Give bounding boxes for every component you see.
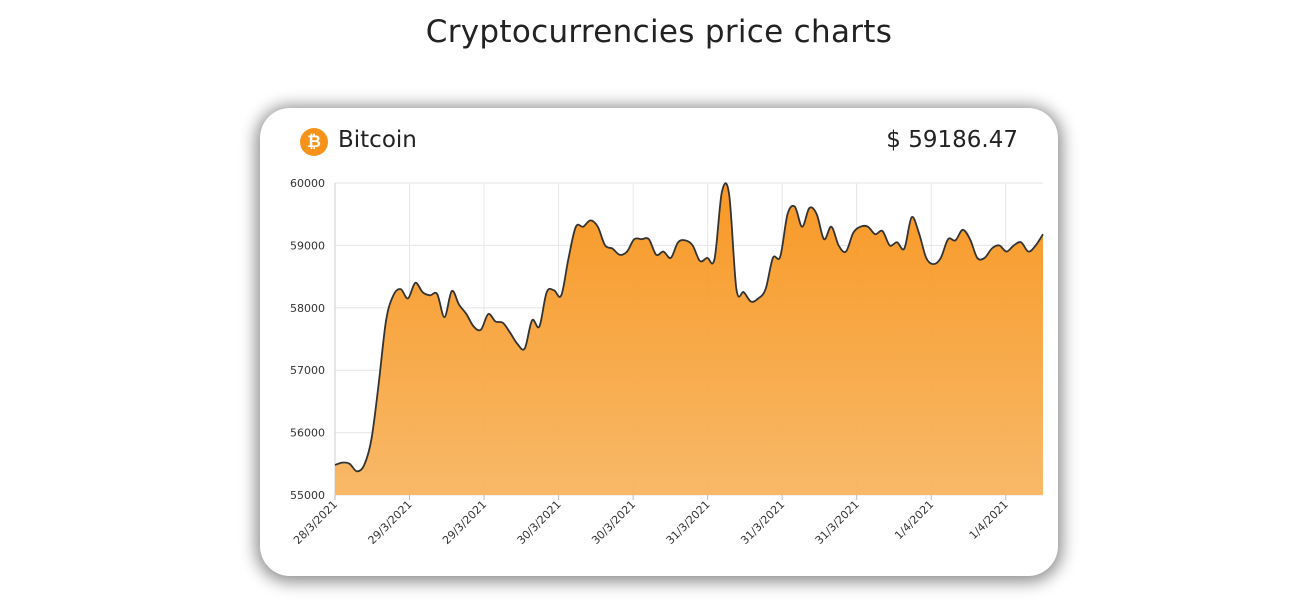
x-tick-label: 31/3/2021 (664, 498, 713, 547)
x-tick-label: 29/3/2021 (440, 498, 489, 547)
y-tick-label: 60000 (290, 177, 325, 190)
bitcoin-icon: ₿ (300, 128, 328, 156)
x-tick-label: 30/3/2021 (589, 498, 638, 547)
y-tick-label: 58000 (290, 302, 325, 315)
price-area (335, 183, 1043, 496)
x-tick-label: 1/4/2021 (967, 498, 1011, 542)
x-tick-label: 31/3/2021 (813, 498, 862, 547)
x-tick-label: 29/3/2021 (366, 498, 415, 547)
y-axis: 60000 59000 58000 57000 56000 55000 (290, 177, 336, 502)
price-line (334, 182, 1044, 473)
x-axis: 28/3/2021 29/3/2021 29/3/2021 30/3/2021 30/3… (291, 495, 1011, 547)
coin-name: Bitcoin (338, 127, 417, 153)
y-tick-label: 57000 (290, 364, 325, 377)
price-chart: 60000 59000 58000 57000 56000 55000 28/3/2021… (290, 177, 1044, 547)
y-tick-label: 55000 (290, 489, 325, 502)
page-title: Cryptocurrencies price charts (425, 14, 893, 50)
x-tick-label: 31/3/2021 (738, 498, 787, 547)
y-tick-label: 59000 (290, 239, 325, 252)
coin-price: $ 59186.47 (886, 127, 1018, 153)
x-tick-label: 30/3/2021 (515, 498, 564, 547)
x-tick-label: 28/3/2021 (291, 498, 340, 547)
x-tick-label: 1/4/2021 (892, 498, 936, 542)
bitcoin-chart-card: ₿ Bitcoin $ 59186.47 60000 59000 58000 5700… (260, 108, 1058, 576)
y-tick-label: 56000 (290, 427, 325, 440)
